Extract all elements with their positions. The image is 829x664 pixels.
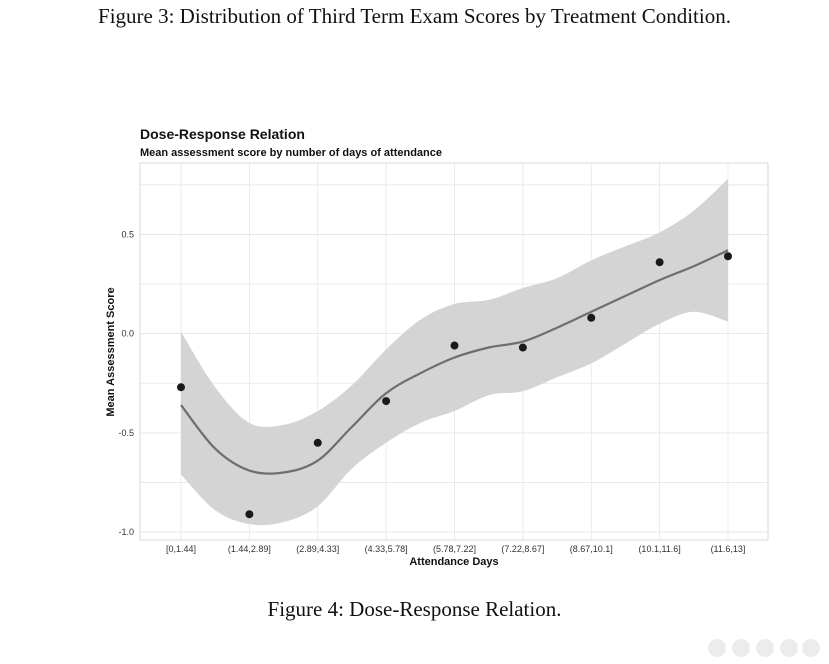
x-tick-label: (5.78,7.22]: [433, 544, 476, 554]
y-axis-ticks: 0.5 0.0 -0.5 -1.0: [118, 229, 134, 537]
y-tick-label: -1.0: [118, 527, 134, 537]
watermark-dots-icon: [708, 639, 820, 657]
x-tick-label: (8.67,10.1]: [570, 544, 613, 554]
x-tick-label: (7.22,8.67]: [501, 544, 544, 554]
chart-title: Dose-Response Relation: [140, 126, 305, 142]
confidence-band: [181, 178, 728, 526]
data-point: [313, 438, 322, 447]
chart-subtitle: Mean assessment score by number of days …: [140, 147, 442, 159]
data-point: [518, 343, 527, 352]
x-tick-label: (4.33,5.78]: [365, 544, 408, 554]
data-point: [724, 252, 732, 261]
y-tick-label: 0.5: [121, 229, 134, 239]
y-tick-label: -0.5: [118, 428, 134, 438]
data-points: [177, 252, 732, 519]
smooth-line: [180, 249, 729, 475]
data-point: [177, 383, 185, 392]
x-tick-label: (10.1,11.6]: [638, 544, 680, 554]
plot-panel: [139, 162, 769, 541]
x-tick-label: (11.6,13]: [711, 544, 746, 554]
data-point: [450, 341, 459, 350]
data-point: [245, 510, 254, 519]
x-tick-label: (2.89,4.33]: [296, 544, 339, 554]
figure-3-caption: Figure 3: Distribution of Third Term Exa…: [98, 4, 731, 28]
data-point: [587, 313, 596, 322]
x-axis-title: Attendance Days: [409, 556, 498, 568]
x-axis-ticks: [0,1.44] (1.44,2.89] (2.89,4.33] (4.33,5.78…: [166, 544, 745, 554]
x-tick-label: [0,1.44]: [166, 544, 196, 554]
data-point: [382, 397, 391, 406]
x-tick-label: (1.44,2.89]: [228, 544, 271, 554]
data-point: [655, 258, 664, 267]
figure-4-caption: Figure 4: Dose-Response Relation.: [267, 597, 562, 621]
y-tick-label: 0.0: [121, 329, 134, 339]
y-axis-title: Mean Assessment Score: [105, 287, 117, 416]
dose-response-chart: Dose-Response Relation Mean assessment s…: [105, 126, 769, 568]
